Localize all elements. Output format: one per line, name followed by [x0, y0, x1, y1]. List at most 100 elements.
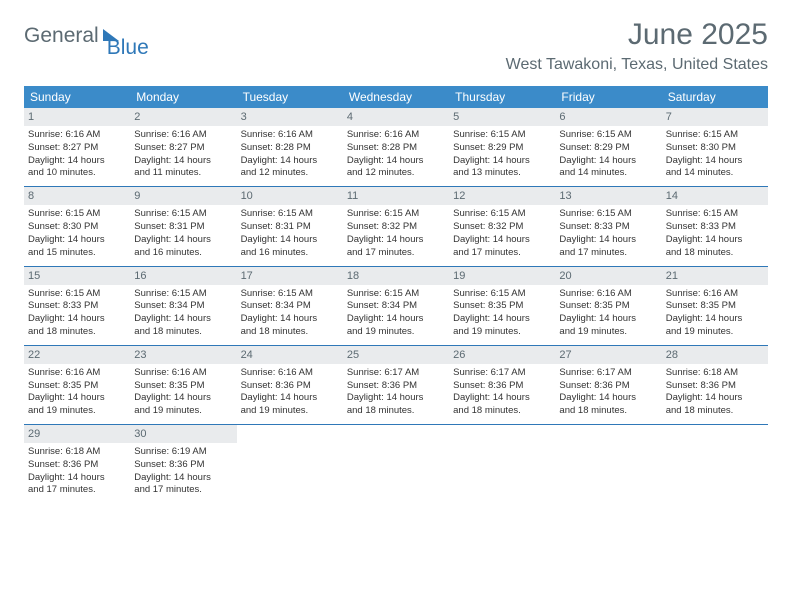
- day-number: 11: [343, 187, 449, 205]
- daylight-text: Daylight: 14 hours: [134, 472, 232, 485]
- day-number: 10: [237, 187, 343, 205]
- day-number: 4: [343, 108, 449, 126]
- daylight-text: and 19 minutes.: [28, 405, 126, 418]
- day-number: 13: [555, 187, 661, 205]
- daylight-text: and 18 minutes.: [453, 405, 551, 418]
- daylight-text: Daylight: 14 hours: [666, 392, 764, 405]
- calendar-day-cell: 15Sunrise: 6:15 AMSunset: 8:33 PMDayligh…: [24, 267, 130, 345]
- sunrise-text: Sunrise: 6:15 AM: [28, 208, 126, 221]
- day-number: 30: [130, 425, 236, 443]
- calendar-day-cell: 22Sunrise: 6:16 AMSunset: 8:35 PMDayligh…: [24, 346, 130, 424]
- weekday-header-row: Sunday Monday Tuesday Wednesday Thursday…: [24, 86, 768, 108]
- calendar-week-row: 8Sunrise: 6:15 AMSunset: 8:30 PMDaylight…: [24, 187, 768, 266]
- calendar-day-cell: 2Sunrise: 6:16 AMSunset: 8:27 PMDaylight…: [130, 108, 236, 186]
- sunset-text: Sunset: 8:33 PM: [28, 300, 126, 313]
- sunset-text: Sunset: 8:35 PM: [28, 380, 126, 393]
- day-number: 26: [449, 346, 555, 364]
- daylight-text: Daylight: 14 hours: [347, 392, 445, 405]
- day-number: 20: [555, 267, 661, 285]
- daylight-text: and 17 minutes.: [347, 247, 445, 260]
- month-title: June 2025: [506, 18, 768, 52]
- daylight-text: and 14 minutes.: [559, 167, 657, 180]
- day-number: 6: [555, 108, 661, 126]
- daylight-text: and 18 minutes.: [28, 326, 126, 339]
- daylight-text: and 19 minutes.: [559, 326, 657, 339]
- day-number: 22: [24, 346, 130, 364]
- daylight-text: Daylight: 14 hours: [28, 234, 126, 247]
- sunset-text: Sunset: 8:27 PM: [28, 142, 126, 155]
- weekday-header: Saturday: [662, 86, 768, 108]
- daylight-text: and 18 minutes.: [666, 247, 764, 260]
- day-number: 29: [24, 425, 130, 443]
- daylight-text: and 19 minutes.: [666, 326, 764, 339]
- calendar-day-cell: 20Sunrise: 6:16 AMSunset: 8:35 PMDayligh…: [555, 267, 661, 345]
- calendar-day-cell: 4Sunrise: 6:16 AMSunset: 8:28 PMDaylight…: [343, 108, 449, 186]
- day-number: 7: [662, 108, 768, 126]
- calendar-day-cell: [449, 425, 555, 503]
- calendar-document: General Blue June 2025 West Tawakoni, Te…: [0, 0, 792, 503]
- day-number: 25: [343, 346, 449, 364]
- daylight-text: and 18 minutes.: [347, 405, 445, 418]
- brand-word-1: General: [24, 24, 99, 48]
- daylight-text: Daylight: 14 hours: [134, 313, 232, 326]
- calendar-day-cell: 27Sunrise: 6:17 AMSunset: 8:36 PMDayligh…: [555, 346, 661, 424]
- calendar-day-cell: 23Sunrise: 6:16 AMSunset: 8:35 PMDayligh…: [130, 346, 236, 424]
- sunset-text: Sunset: 8:34 PM: [347, 300, 445, 313]
- daylight-text: Daylight: 14 hours: [28, 472, 126, 485]
- day-number: 8: [24, 187, 130, 205]
- calendar-day-cell: 5Sunrise: 6:15 AMSunset: 8:29 PMDaylight…: [449, 108, 555, 186]
- sunrise-text: Sunrise: 6:16 AM: [28, 129, 126, 142]
- weekday-header: Friday: [555, 86, 661, 108]
- daylight-text: Daylight: 14 hours: [134, 392, 232, 405]
- calendar-day-cell: [237, 425, 343, 503]
- day-number: 16: [130, 267, 236, 285]
- daylight-text: Daylight: 14 hours: [453, 155, 551, 168]
- sunrise-text: Sunrise: 6:16 AM: [666, 288, 764, 301]
- sunset-text: Sunset: 8:32 PM: [347, 221, 445, 234]
- calendar-day-cell: 18Sunrise: 6:15 AMSunset: 8:34 PMDayligh…: [343, 267, 449, 345]
- daylight-text: Daylight: 14 hours: [241, 234, 339, 247]
- sunset-text: Sunset: 8:36 PM: [559, 380, 657, 393]
- sunrise-text: Sunrise: 6:15 AM: [347, 288, 445, 301]
- daylight-text: and 11 minutes.: [134, 167, 232, 180]
- calendar-day-cell: 12Sunrise: 6:15 AMSunset: 8:32 PMDayligh…: [449, 187, 555, 265]
- daylight-text: and 10 minutes.: [28, 167, 126, 180]
- daylight-text: and 19 minutes.: [134, 405, 232, 418]
- daylight-text: and 15 minutes.: [28, 247, 126, 260]
- sunrise-text: Sunrise: 6:15 AM: [666, 129, 764, 142]
- calendar-day-cell: 1Sunrise: 6:16 AMSunset: 8:27 PMDaylight…: [24, 108, 130, 186]
- weekday-header: Thursday: [449, 86, 555, 108]
- day-number: 9: [130, 187, 236, 205]
- daylight-text: Daylight: 14 hours: [347, 313, 445, 326]
- calendar-day-cell: 14Sunrise: 6:15 AMSunset: 8:33 PMDayligh…: [662, 187, 768, 265]
- day-number: 3: [237, 108, 343, 126]
- sunrise-text: Sunrise: 6:18 AM: [666, 367, 764, 380]
- daylight-text: Daylight: 14 hours: [347, 234, 445, 247]
- sunset-text: Sunset: 8:33 PM: [559, 221, 657, 234]
- daylight-text: and 16 minutes.: [134, 247, 232, 260]
- weekday-header: Monday: [130, 86, 236, 108]
- sunset-text: Sunset: 8:36 PM: [347, 380, 445, 393]
- daylight-text: Daylight: 14 hours: [666, 234, 764, 247]
- sunset-text: Sunset: 8:30 PM: [666, 142, 764, 155]
- sunset-text: Sunset: 8:29 PM: [559, 142, 657, 155]
- sunrise-text: Sunrise: 6:15 AM: [666, 208, 764, 221]
- daylight-text: and 19 minutes.: [241, 405, 339, 418]
- daylight-text: Daylight: 14 hours: [241, 313, 339, 326]
- daylight-text: Daylight: 14 hours: [28, 313, 126, 326]
- title-block: June 2025 West Tawakoni, Texas, United S…: [506, 18, 768, 74]
- sunset-text: Sunset: 8:28 PM: [347, 142, 445, 155]
- day-number: 1: [24, 108, 130, 126]
- calendar-day-cell: 28Sunrise: 6:18 AMSunset: 8:36 PMDayligh…: [662, 346, 768, 424]
- calendar-day-cell: 25Sunrise: 6:17 AMSunset: 8:36 PMDayligh…: [343, 346, 449, 424]
- sunrise-text: Sunrise: 6:15 AM: [28, 288, 126, 301]
- sunset-text: Sunset: 8:35 PM: [134, 380, 232, 393]
- day-number: 28: [662, 346, 768, 364]
- day-number: 19: [449, 267, 555, 285]
- weekday-header: Sunday: [24, 86, 130, 108]
- sunset-text: Sunset: 8:31 PM: [134, 221, 232, 234]
- daylight-text: Daylight: 14 hours: [453, 234, 551, 247]
- sunset-text: Sunset: 8:33 PM: [666, 221, 764, 234]
- calendar-day-cell: 10Sunrise: 6:15 AMSunset: 8:31 PMDayligh…: [237, 187, 343, 265]
- day-number: 5: [449, 108, 555, 126]
